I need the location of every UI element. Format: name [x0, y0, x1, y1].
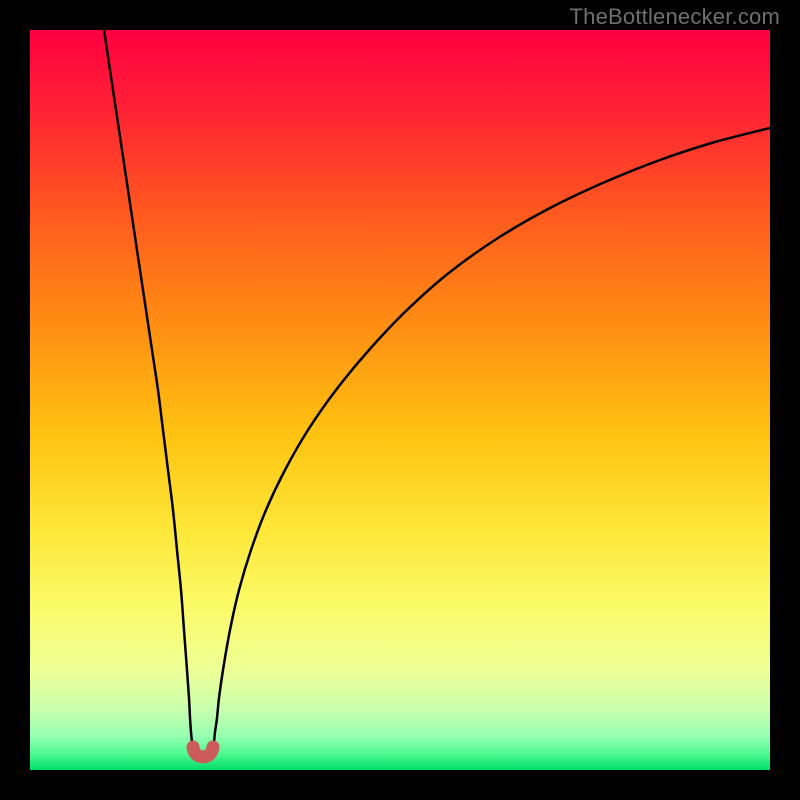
gradient-background: [30, 30, 770, 770]
plot-area: [30, 30, 770, 770]
watermark-text: TheBottlenecker.com: [570, 4, 780, 30]
chart-frame: TheBottlenecker.com: [0, 0, 800, 800]
bottleneck-curve-chart: [30, 30, 770, 770]
